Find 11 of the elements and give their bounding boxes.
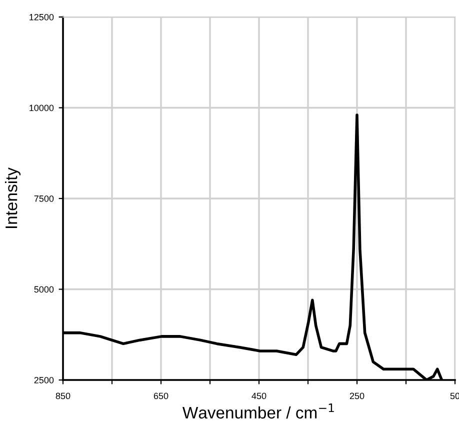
x-axis-title: Wavenumber / cm$^{−1}$ xyxy=(182,404,334,419)
x-tick-label: 250 xyxy=(350,392,364,400)
y-tick-label: 7500 xyxy=(34,195,54,202)
x-tick-label: 650 xyxy=(154,392,168,400)
x-tick-label: 850 xyxy=(56,392,70,400)
y-tick-label: 12500 xyxy=(30,14,54,20)
y-tick-label: 5000 xyxy=(34,286,54,293)
y-tick-label: 2500 xyxy=(34,376,54,384)
y-tick-label: 10000 xyxy=(30,104,54,112)
x-tick-label: 450 xyxy=(252,392,266,400)
y-axis-title: Intensity xyxy=(5,167,21,228)
